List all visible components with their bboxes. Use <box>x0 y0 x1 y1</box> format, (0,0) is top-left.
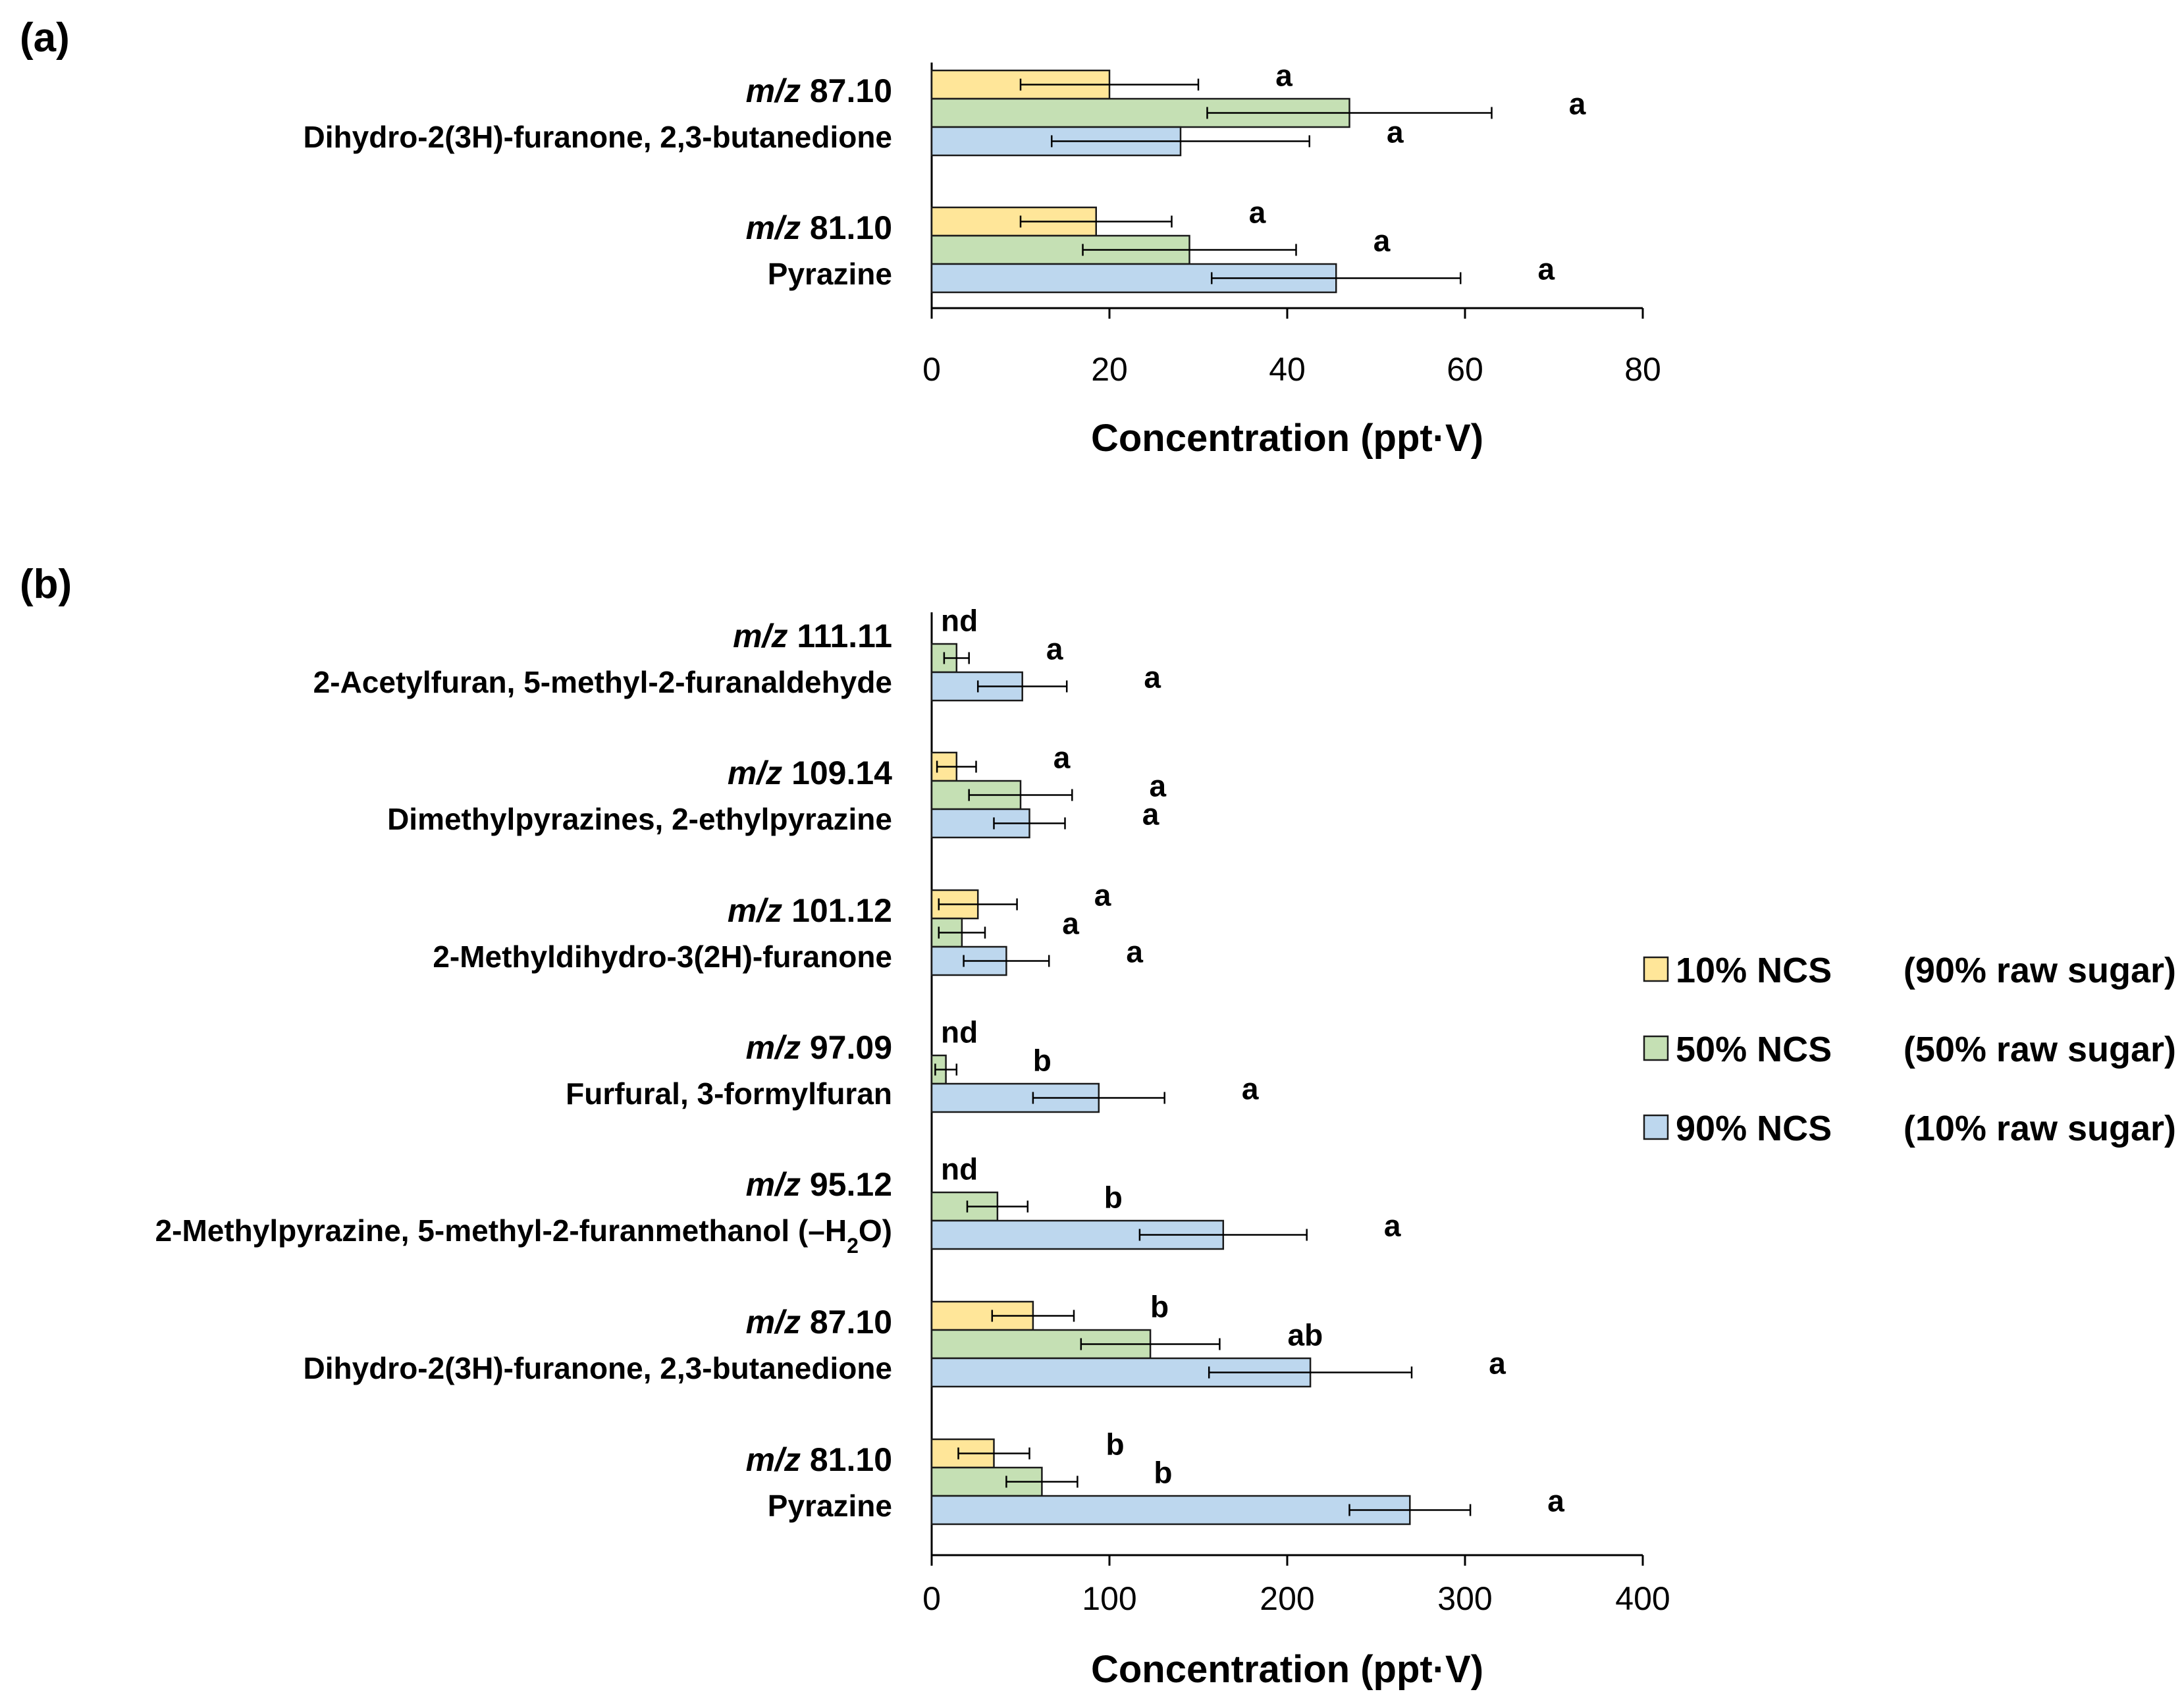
significance-label: a <box>1242 1072 1259 1106</box>
significance-label: b <box>1104 1181 1123 1215</box>
significance-label: ab <box>1288 1318 1323 1352</box>
x-tick-label: 20 <box>1091 351 1128 388</box>
legend-swatch <box>1643 1114 1669 1140</box>
legend-swatch <box>1643 1035 1669 1061</box>
x-tick-label: 0 <box>922 351 941 388</box>
category-compound-label: Dihydro-2(3H)-furanone, 2,3-butanedione <box>304 1351 892 1385</box>
x-tick-label: 0 <box>922 1580 941 1617</box>
significance-label: a <box>1046 632 1063 666</box>
panel-b: (b) 0 100 200 300 400 Concentration (ppt·V) m/… <box>20 562 1670 1691</box>
bar <box>930 671 1023 702</box>
category-mz-label: m/z 87.10 <box>746 72 892 109</box>
significance-label: nd <box>941 604 978 638</box>
x-tick-label: 60 <box>1447 351 1483 388</box>
category-mz-label: m/z 97.09 <box>746 1029 892 1066</box>
bar <box>930 1495 1411 1526</box>
category-compound-label: 2-Methyldihydro-3(2H)-furanone <box>433 940 892 974</box>
panel-b-label: (b) <box>20 562 72 607</box>
x-tick-label: 300 <box>1437 1580 1492 1617</box>
legend-series-detail: (90% raw sugar) <box>1904 951 2176 990</box>
significance-label: a <box>1249 196 1266 230</box>
category-compound-label: 2-Methylpyrazine, 5-methyl-2-furanmethan… <box>155 1213 892 1258</box>
significance-label: a <box>1387 115 1404 149</box>
significance-label: a <box>1144 660 1161 695</box>
significance-label: a <box>1547 1484 1564 1518</box>
panel-a-label: (a) <box>20 15 70 61</box>
x-axis-title: Concentration (ppt·V) <box>1091 1648 1483 1691</box>
significance-label: a <box>1053 741 1071 775</box>
legend-series-label: 90% NCS <box>1676 1109 1832 1148</box>
category-mz-label: m/z 95.12 <box>746 1166 892 1203</box>
legend-series-label: 50% NCS <box>1676 1030 1832 1069</box>
legend-swatch <box>1643 956 1669 982</box>
x-tick-label: 200 <box>1260 1580 1314 1617</box>
significance-label: nd <box>941 1015 978 1049</box>
category-mz-label: m/z 87.10 <box>746 1304 892 1341</box>
legend-series-detail: (50% raw sugar) <box>1904 1030 2176 1069</box>
significance-label: a <box>1150 769 1167 803</box>
category-mz-label: m/z 109.14 <box>728 755 892 791</box>
significance-label: b <box>1105 1427 1124 1462</box>
panel-a: (a) 0 20 40 60 80 Concentration (ppt·V) m/z 87… <box>20 15 1661 460</box>
category-mz-label: m/z 111.11 <box>733 618 892 654</box>
x-tick-label: 100 <box>1082 1580 1136 1617</box>
legend: 10% NCS (90% raw sugar) 50% NCS (50% raw su… <box>1643 951 2176 1148</box>
category-mz-label: m/z 81.10 <box>746 1441 892 1478</box>
significance-label: a <box>1569 87 1586 121</box>
significance-label: a <box>1126 935 1143 969</box>
significance-label: b <box>1033 1044 1052 1078</box>
significance-label: b <box>1150 1290 1169 1324</box>
x-axis-title: Concentration (ppt·V) <box>1091 417 1483 460</box>
legend-series-detail: (10% raw sugar) <box>1904 1109 2176 1148</box>
category-compound-label: Furfural, 3-formylfuran <box>566 1076 892 1111</box>
category-compound-label: Dimethylpyrazines, 2-ethylpyrazine <box>387 802 892 836</box>
significance-label: a <box>1094 878 1111 913</box>
x-tick-label: 80 <box>1624 351 1661 388</box>
category-mz-label: m/z 81.10 <box>746 209 892 246</box>
significance-label: a <box>1062 907 1079 941</box>
significance-label: a <box>1275 59 1292 93</box>
category-compound-label: Pyrazine <box>768 1489 892 1523</box>
significance-label: a <box>1142 797 1159 832</box>
significance-label: b <box>1154 1456 1172 1490</box>
category-mz-label: m/z 101.12 <box>728 892 892 929</box>
significance-label: a <box>1537 252 1555 286</box>
category-compound-label: 2-Acetylfuran, 5-methyl-2-furanaldehyde <box>313 665 892 699</box>
x-tick-label: 40 <box>1269 351 1306 388</box>
category-compound-label: Pyrazine <box>768 257 892 291</box>
significance-label: nd <box>941 1152 978 1186</box>
legend-series-label: 10% NCS <box>1676 951 1832 990</box>
category-compound-label: Dihydro-2(3H)-furanone, 2,3-butanedione <box>304 120 892 154</box>
significance-label: a <box>1384 1209 1401 1243</box>
x-tick-label: 400 <box>1615 1580 1670 1617</box>
significance-label: a <box>1489 1346 1506 1381</box>
significance-label: a <box>1373 224 1391 258</box>
